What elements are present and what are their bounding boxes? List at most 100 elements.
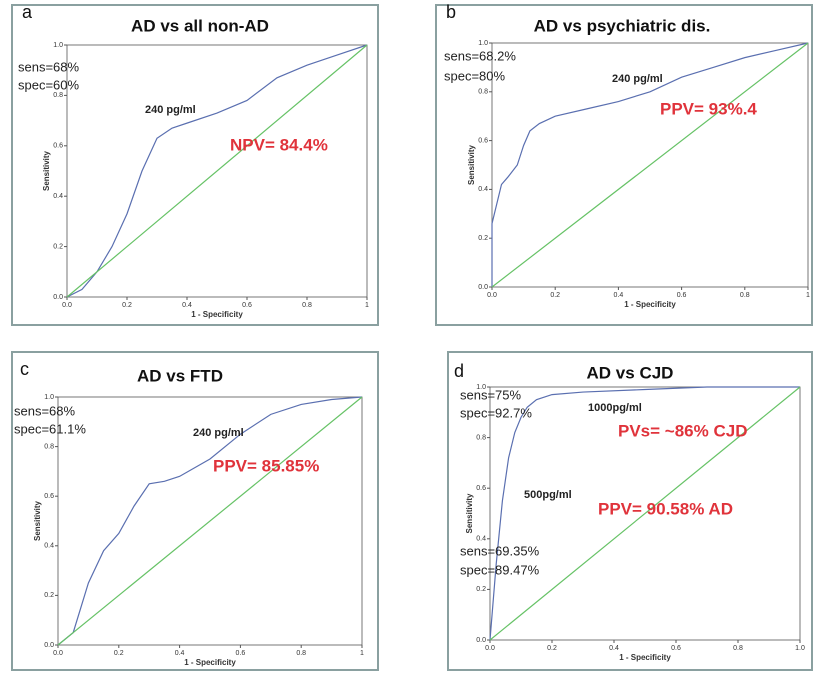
plot-area: [491, 42, 809, 288]
x-tick-label: 0.8: [296, 650, 306, 657]
x-tick-label: 0.0: [485, 645, 495, 652]
x-tick-label: 0.0: [53, 650, 63, 657]
panel-letter: b: [446, 2, 456, 22]
x-axis-label: 1 - Specificity: [191, 310, 243, 319]
y-tick-label: 0.4: [478, 186, 488, 193]
y-tick-label: 0.2: [476, 586, 486, 593]
x-tick-label: 0.8: [740, 292, 750, 299]
roc-curve: [57, 396, 363, 646]
roc-curve: [491, 42, 809, 287]
annotation: NPV= 84.4%: [230, 135, 328, 154]
y-tick-label: 0.0: [476, 637, 486, 644]
panel-letter: d: [454, 361, 464, 381]
x-tick-label: 0.0: [62, 302, 72, 309]
roc-curve: [66, 44, 368, 298]
annotation: PPV= 93%.4: [660, 99, 757, 118]
panel-frame: [11, 351, 379, 671]
roc-curve: [489, 386, 800, 641]
annotation: PPV= 90.58% AD: [598, 499, 733, 518]
annotation: 240 pg/ml: [193, 427, 244, 439]
x-tick-label: 1.0: [795, 645, 805, 652]
panel-title: AD vs CJD: [587, 363, 674, 382]
y-tick-label: 0.8: [476, 434, 486, 441]
y-tick-label: 0.0: [478, 284, 488, 291]
annotation: sens=75%: [460, 387, 522, 402]
y-tick-label: 0.4: [476, 536, 486, 543]
roc-curve: [66, 44, 368, 298]
x-axis-label: 1 - Specificity: [619, 653, 671, 662]
panel-frame: [11, 4, 379, 326]
annotation: 240 pg/ml: [612, 73, 663, 85]
x-tick-label: 1: [806, 292, 810, 299]
roc-curve: [491, 42, 809, 288]
y-tick-label: 0.8: [478, 89, 488, 96]
annotation: 500pg/ml: [524, 489, 572, 501]
y-tick-label: 0.0: [53, 294, 63, 301]
annotation: 1000pg/ml: [588, 402, 642, 414]
annotation: spec=89.47%: [460, 562, 540, 577]
x-axis-label: 1 - Specificity: [624, 300, 676, 309]
y-tick-label: 0.8: [44, 443, 54, 450]
x-tick-label: 1: [365, 302, 369, 309]
panel-title: AD vs FTD: [137, 366, 223, 385]
x-tick-label: 0.4: [614, 292, 624, 299]
x-tick-label: 0.0: [487, 292, 497, 299]
y-tick-label: 1.0: [478, 40, 488, 47]
y-tick-label: 0.0: [44, 642, 54, 649]
annotation: PVs= ~86% CJD: [618, 421, 747, 440]
panel-frame: [435, 4, 813, 326]
y-tick-label: 0.6: [478, 137, 488, 144]
y-tick-label: 0.8: [53, 92, 63, 99]
x-tick-label: 0.8: [302, 302, 312, 309]
annotation: sens=68.2%: [444, 48, 516, 63]
y-axis-label: Sensitivity: [465, 493, 474, 534]
panel-letter: c: [20, 359, 29, 379]
plot-area: [57, 396, 363, 646]
x-tick-label: 0.2: [122, 302, 132, 309]
y-axis-label: Sensitivity: [467, 144, 476, 185]
annotation: spec=61.1%: [14, 421, 86, 436]
x-tick-label: 0.6: [677, 292, 687, 299]
x-axis-label: 1 - Specificity: [184, 658, 236, 667]
x-tick-label: 0.2: [114, 650, 124, 657]
y-tick-label: 0.2: [53, 243, 63, 250]
roc-curve: [57, 396, 363, 646]
plot-area: [66, 44, 368, 298]
y-axis-label: Sensitivity: [42, 150, 51, 191]
annotation: spec=92.7%: [460, 405, 532, 420]
panel-title: AD vs psychiatric dis.: [534, 16, 711, 35]
y-tick-label: 0.6: [44, 493, 54, 500]
y-tick-label: 0.4: [53, 193, 63, 200]
x-tick-label: 0.4: [609, 645, 619, 652]
panel-letter: a: [22, 2, 33, 22]
y-tick-label: 0.6: [53, 143, 63, 150]
x-tick-label: 0.2: [550, 292, 560, 299]
panel-title: AD vs all non-AD: [131, 16, 269, 35]
roc-curve: [489, 386, 801, 641]
annotation: sens=69.35%: [460, 543, 540, 558]
y-tick-label: 1.0: [44, 394, 54, 401]
annotation: 240 pg/ml: [145, 104, 196, 116]
panel-frame: [447, 351, 813, 671]
x-tick-label: 0.4: [175, 650, 185, 657]
x-tick-label: 0.2: [547, 645, 557, 652]
y-axis-label: Sensitivity: [33, 500, 42, 541]
plot-area: [489, 386, 801, 641]
x-tick-label: 1: [360, 650, 364, 657]
annotation: sens=68%: [18, 59, 80, 74]
x-tick-label: 0.8: [733, 645, 743, 652]
y-tick-label: 0.4: [44, 543, 54, 550]
y-tick-label: 1.0: [476, 384, 486, 391]
x-tick-label: 0.6: [236, 650, 246, 657]
x-tick-label: 0.4: [182, 302, 192, 309]
y-tick-label: 0.2: [478, 235, 488, 242]
annotation: spec=80%: [444, 68, 506, 83]
y-tick-label: 0.6: [476, 485, 486, 492]
annotation: sens=68%: [14, 403, 76, 418]
annotation: PPV= 85.85%: [213, 456, 319, 475]
x-tick-label: 0.6: [671, 645, 681, 652]
x-tick-label: 0.6: [242, 302, 252, 309]
y-tick-label: 1.0: [53, 42, 63, 49]
